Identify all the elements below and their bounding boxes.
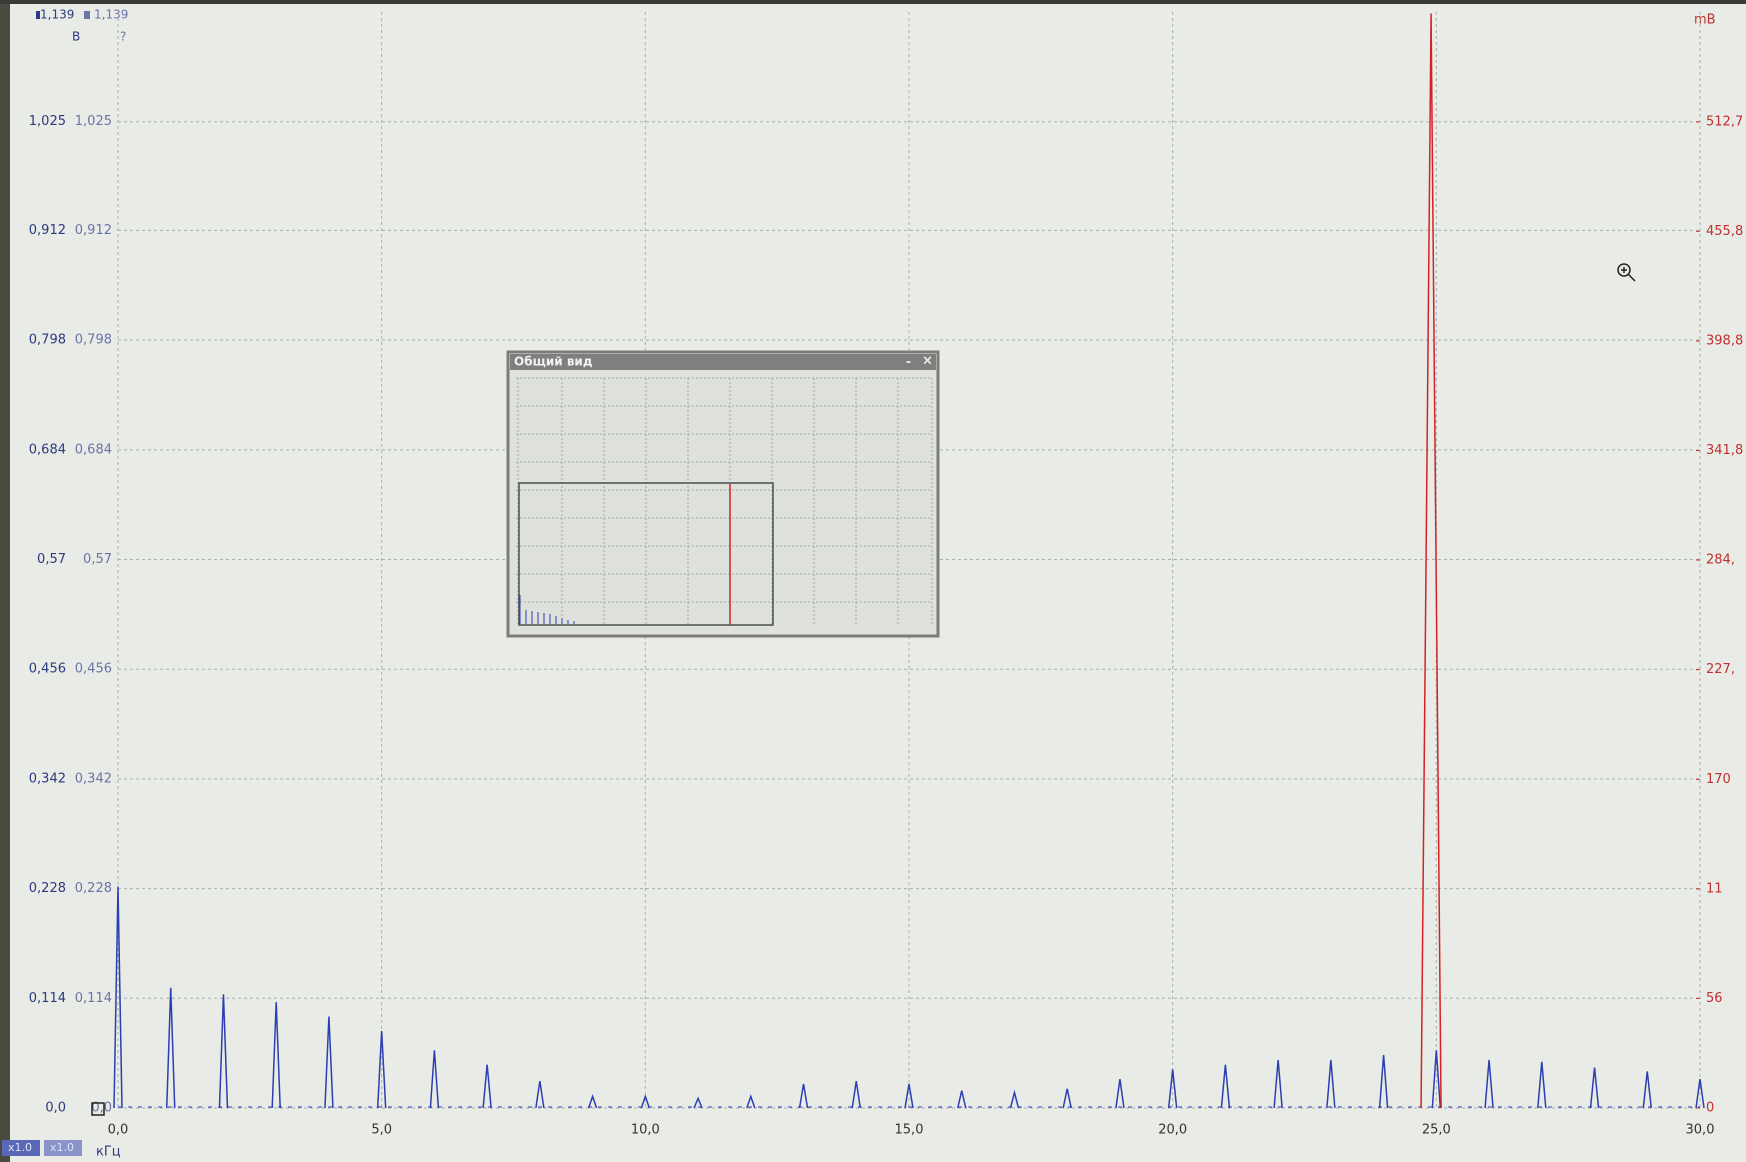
spectral-peak (482, 1064, 492, 1109)
scale-label: x1.0 (50, 1141, 74, 1154)
y-tick-label-2: 0,0 (91, 1101, 112, 1116)
y-tick-label: 0,57 (37, 552, 66, 567)
spectral-peak (640, 1094, 651, 1109)
overview-window[interactable]: Общий вид - × (506, 350, 940, 638)
x-tick-label: 25,0 (1422, 1123, 1451, 1138)
scale-badge (44, 1140, 82, 1156)
spectral-peak (1537, 1061, 1547, 1109)
spectral-peak (1589, 1067, 1600, 1109)
cursor-marker (91, 1102, 105, 1116)
spectral-peak (1431, 1050, 1442, 1109)
y2-tick-label: 341,8 (1706, 443, 1743, 458)
spectral-peak (1378, 1055, 1389, 1109)
y2-tick-label: 0 (1706, 1101, 1714, 1116)
spectral-peak (376, 1030, 387, 1109)
inset-viewport[interactable] (518, 482, 774, 626)
y2-tick-label: 455,8 (1706, 224, 1743, 239)
right-unit: mB (1694, 13, 1716, 28)
y2-tick-label: 398,8 (1706, 333, 1743, 348)
spectral-peak (535, 1080, 545, 1109)
x-tick-label: 30,0 (1686, 1123, 1715, 1138)
scale-badge (2, 1140, 40, 1156)
spectral-peak (587, 1094, 598, 1109)
spectral-peak (1326, 1059, 1336, 1109)
scale-label: x1.0 (8, 1141, 32, 1154)
left-unit: ? (120, 30, 126, 44)
screen-bezel-top (0, 0, 1746, 4)
spectral-peak (1484, 1059, 1494, 1109)
spectral-peak (851, 1080, 862, 1109)
x-tick-label: 20,0 (1158, 1123, 1187, 1138)
spectral-peak (1273, 1059, 1283, 1109)
y-tick-label-2: 0,228 (75, 881, 112, 896)
y-tick-label-2: 0,798 (75, 333, 112, 348)
x-tick-label: 10,0 (631, 1123, 660, 1138)
y-tick-label-2: 0,114 (75, 991, 112, 1006)
x-tick-label: 5,0 (371, 1123, 392, 1138)
y-tick-label: 0,912 (29, 223, 66, 238)
spectral-peak (1695, 1079, 1705, 1109)
x-tick-label: 0,0 (108, 1123, 129, 1138)
y-tick-label-2: 0,684 (75, 442, 112, 457)
spectral-peak (429, 1050, 440, 1109)
x-tick-label: 15,0 (895, 1123, 924, 1138)
inset-spectrum (519, 595, 575, 624)
spectral-peak (1220, 1064, 1231, 1109)
y2-tick-label: 227, (1706, 662, 1735, 677)
y-tick-label: 0,456 (29, 662, 66, 677)
y-tick-label: 1,025 (29, 114, 66, 129)
spectral-peak (165, 987, 176, 1109)
inset-title: Общий вид (514, 355, 593, 369)
y2-tick-label: 284, (1706, 553, 1735, 568)
spectral-peak (218, 994, 229, 1109)
channel-marker (36, 11, 40, 19)
inset-frame (506, 350, 940, 638)
y2-tick-label: 512,7 (1706, 114, 1743, 129)
y-tick-label-2: 0,57 (83, 552, 112, 567)
channel-marker (84, 11, 90, 19)
y-tick-label: 0,798 (29, 333, 66, 348)
inset-titlebar (510, 354, 936, 370)
inset-grid (516, 377, 933, 625)
spectral-peak (324, 1016, 334, 1109)
y-tick-label: 0,0 (45, 1101, 66, 1116)
screen-bezel (0, 0, 10, 1162)
y-tick-label-2: 1,025 (75, 114, 112, 129)
spectral-peak (271, 1002, 281, 1109)
y2-tick-label: 56 (1706, 991, 1723, 1006)
spectral-peak (1420, 13, 1442, 1109)
y-tick-label-2: 0,342 (75, 771, 112, 786)
y-tick-label: 0,342 (29, 771, 66, 786)
spectral-peak (746, 1094, 756, 1109)
spectral-peak (693, 1096, 703, 1109)
y-tick-label-2: 0,912 (75, 223, 112, 238)
spectral-peak (113, 886, 123, 1109)
y-tick-label: 0,114 (29, 991, 66, 1006)
spectral-peak (1115, 1079, 1125, 1109)
zoom-cursor (1617, 263, 1636, 282)
y2-tick-label: 170 (1706, 772, 1731, 787)
spectral-peak (1642, 1071, 1653, 1109)
y-tick-label-2: 0,456 (75, 662, 112, 677)
spectral-peak (1009, 1089, 1020, 1109)
x-unit: кГц (96, 1145, 121, 1160)
spectral-peak (904, 1083, 914, 1109)
close-button[interactable]: × (922, 354, 933, 369)
spectral-peak (798, 1083, 809, 1109)
y-tick-label: 0,684 (29, 442, 66, 457)
y2-tick-label: 11 (1706, 881, 1723, 896)
spectral-peak (1062, 1088, 1072, 1109)
left-header: 1,139 (94, 8, 128, 22)
spectral-peak (957, 1090, 967, 1109)
y-tick-label: 0,228 (29, 881, 66, 896)
minimize-button[interactable]: - (906, 355, 911, 369)
left-unit: В (72, 30, 80, 44)
left-header: 1,139 (40, 8, 74, 22)
spectral-peak (1167, 1069, 1178, 1109)
